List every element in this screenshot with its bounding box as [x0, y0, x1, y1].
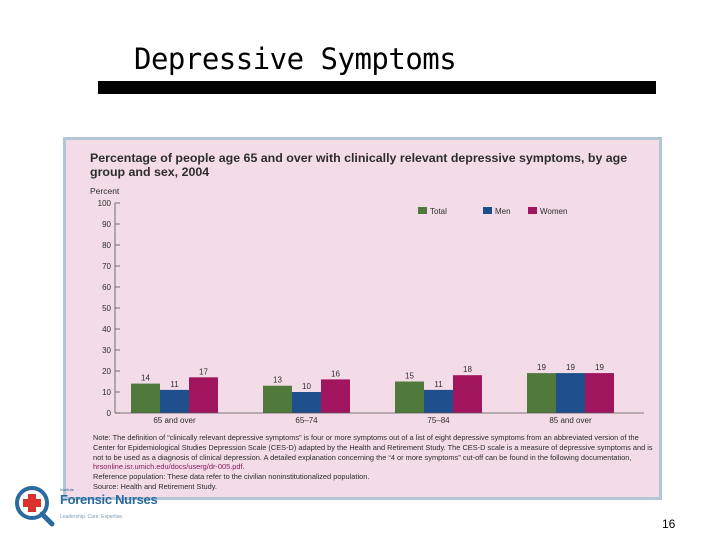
page-number: 16	[662, 517, 676, 531]
y-tick-label: 10	[102, 388, 111, 397]
x-tick-label: 85 and over	[549, 416, 592, 425]
bar-men	[160, 389, 189, 413]
logo-org-top: Institute	[60, 487, 75, 492]
legend-label-women: Women	[540, 207, 567, 216]
y-tick-label: 50	[102, 304, 111, 313]
y-tick-label: 70	[102, 262, 111, 271]
data-label: 14	[141, 374, 150, 383]
data-label: 18	[463, 365, 472, 374]
logo-org-name: Forensic Nurses	[60, 492, 158, 507]
bar-total	[527, 373, 556, 413]
note-source: Source: Health and Retirement Study.	[93, 481, 217, 491]
y-tick-label: 60	[102, 283, 111, 292]
chart-title: Percentage of people age 65 and over wit…	[90, 151, 628, 179]
legend-label-men: Men	[495, 207, 511, 216]
chart-notes: Note: The definition of “clinically rele…	[93, 433, 653, 492]
y-tick-label: 40	[102, 325, 111, 334]
note-definition: Note: The definition of “clinically rele…	[93, 433, 653, 472]
legend-swatch-total	[418, 207, 427, 214]
y-tick-label: 20	[102, 367, 111, 376]
y-tick-label: 30	[102, 346, 111, 355]
data-label: 11	[170, 380, 179, 389]
y-tick-label: 0	[107, 409, 112, 418]
data-label: 10	[302, 382, 311, 391]
x-tick-label: 65–74	[295, 416, 318, 425]
y-tick-label: 90	[102, 220, 111, 229]
x-tick-label: 65 and over	[153, 416, 196, 425]
data-label: 19	[566, 363, 575, 372]
bar-total	[263, 385, 292, 413]
legend-swatch-women	[528, 207, 537, 214]
logo-tagline: Leadership. Care. Expertise.	[60, 514, 124, 520]
data-label: 19	[595, 363, 604, 372]
bar-women	[453, 375, 482, 413]
data-label: 11	[434, 380, 443, 389]
legend-swatch-men	[483, 207, 492, 214]
bar-men	[556, 373, 585, 413]
note-definition-text: Note: The definition of “clinically rele…	[93, 433, 653, 462]
x-tick-label: 75–84	[427, 416, 450, 425]
data-label: 19	[537, 363, 546, 372]
y-axis-label: Percent	[90, 186, 120, 196]
documentation-link[interactable]: hrsonline.isr.umich.edu/docs/userg/dr-00…	[93, 462, 243, 472]
bar-men	[424, 389, 453, 413]
y-tick-label: 80	[102, 241, 111, 250]
note-reference-population: Reference population: These data refer t…	[93, 472, 370, 482]
chart-panel: Percentage of people age 65 and over wit…	[63, 137, 662, 500]
title-underline-bar	[98, 81, 656, 94]
bar-men	[292, 392, 321, 413]
forensic-nurses-logo: Institute Forensic Nurses Leadership. Ca…	[12, 484, 158, 528]
magnifier-cross-icon	[15, 486, 55, 527]
data-label: 15	[405, 372, 414, 381]
data-label: 16	[331, 369, 340, 378]
bar-women	[321, 379, 350, 413]
bar-total	[131, 383, 160, 413]
y-tick-label: 100	[98, 199, 112, 208]
bar-total	[395, 381, 424, 413]
slide-title: Depressive Symptoms	[134, 42, 457, 76]
data-label: 17	[199, 367, 208, 376]
data-label: 13	[273, 376, 282, 385]
legend-label-total: Total	[430, 207, 447, 216]
note-definition-end: .	[242, 462, 245, 472]
bar-women	[585, 373, 614, 413]
bar-women	[189, 377, 218, 413]
bar-chart: Percent 0 10 20 30 40 50 60 70 80 90 100 14 11 17 65 an…	[90, 186, 644, 425]
